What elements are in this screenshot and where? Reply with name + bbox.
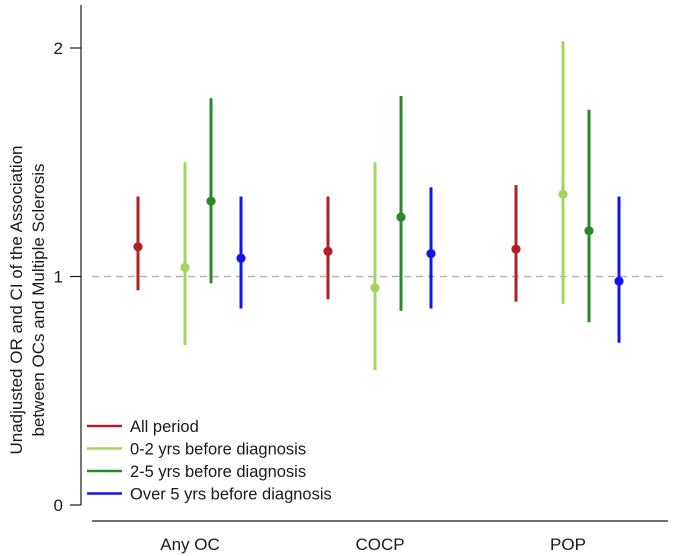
or-point-series2-pop	[558, 189, 568, 199]
legend-label-4: Over 5 yrs before diagnosis	[130, 486, 332, 504]
x-category-label-pop: POP	[550, 535, 586, 554]
or-point-series4-cocp	[426, 249, 436, 259]
legend-label-1: All period	[130, 418, 199, 436]
y-ticks: 0 1 2	[54, 39, 81, 515]
legend: All period 0-2 yrs before diagnosis 2-5 yr…	[87, 418, 332, 504]
legend-label-2: 0-2 yrs before diagnosis	[130, 441, 306, 459]
data-marks	[133, 41, 624, 371]
or-point-series2-cocp	[370, 283, 380, 293]
or-point-series2-any-oc	[180, 262, 190, 272]
or-point-series1-pop	[511, 244, 521, 254]
or-point-series3-any-oc	[206, 196, 216, 206]
or-point-series1-cocp	[323, 246, 333, 256]
x-category-label-cocp: COCP	[355, 535, 404, 554]
y-axis-label-line-2: between OCs and Multiple Sclerosis	[29, 163, 48, 436]
x-category-label-any-oc: Any OC	[160, 535, 220, 554]
y-axis-label-line-1: Unadjusted OR and CI of the Association	[7, 145, 26, 454]
y-tick-label-0: 0	[54, 496, 63, 515]
or-point-series4-any-oc	[236, 253, 246, 263]
or-point-series3-cocp	[396, 212, 406, 222]
x-category-labels: Any OC COCP POP	[160, 535, 586, 554]
or-point-series1-any-oc	[133, 242, 143, 252]
legend-label-3: 2-5 yrs before diagnosis	[130, 463, 306, 481]
or-point-series3-pop	[584, 226, 594, 236]
y-tick-label-1: 1	[54, 268, 63, 287]
y-tick-label-2: 2	[54, 39, 63, 58]
or-point-series4-pop	[614, 276, 624, 286]
